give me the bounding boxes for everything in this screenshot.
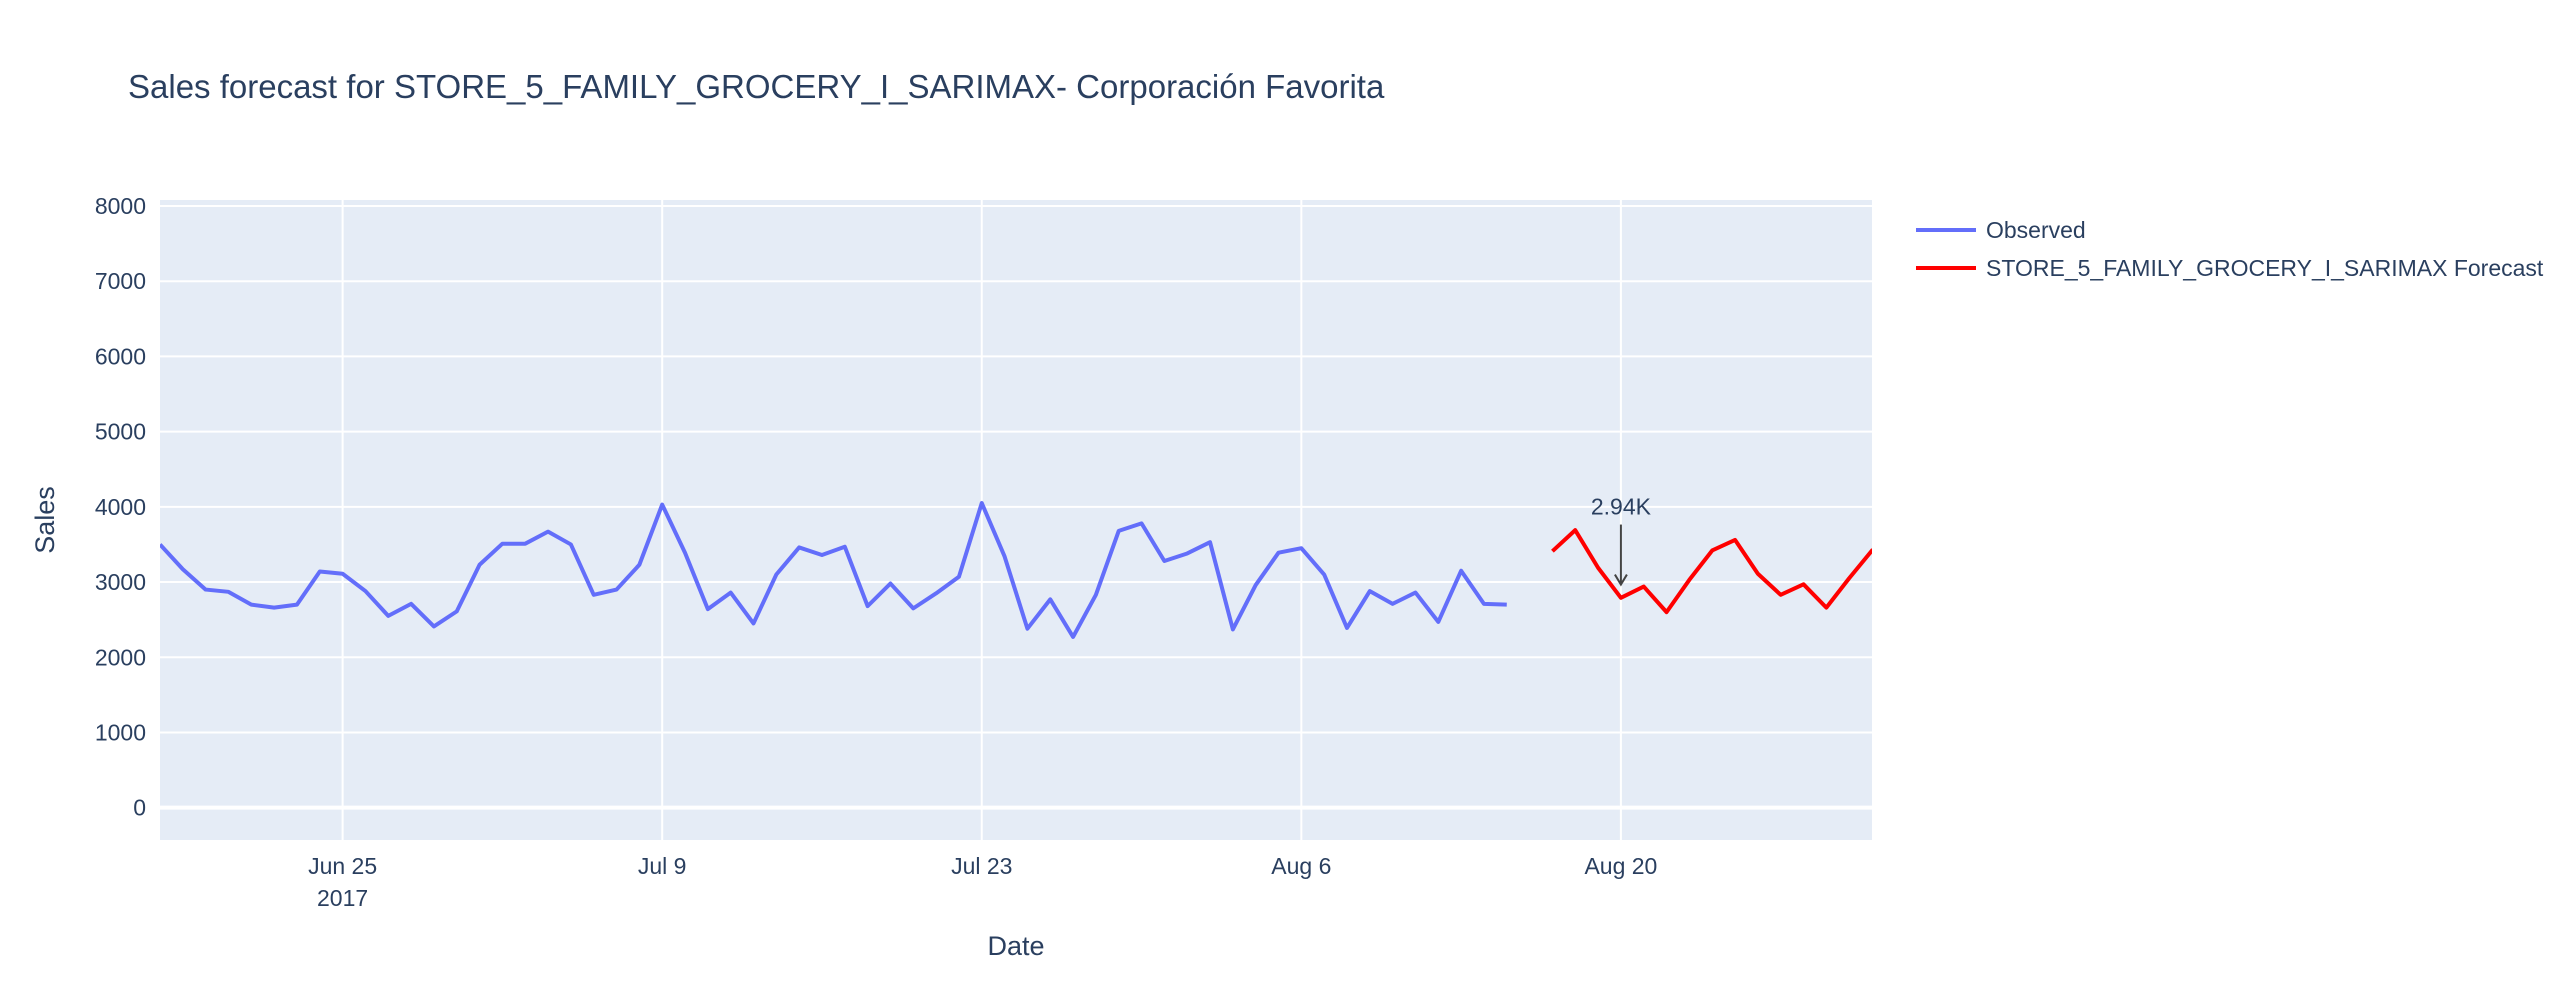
plot-area [160,200,1872,840]
x-tick-label: Aug 20 [1584,853,1657,879]
y-tick-label: 7000 [95,268,146,294]
y-axis: 0 1000 2000 3000 4000 5000 6000 7000 8000 [95,193,146,821]
series-lines [160,501,1872,639]
y-tick-label: 1000 [95,719,146,745]
annotation-label: 2.94K [1591,494,1652,520]
annotation-arrowhead [1614,574,1628,587]
y-tick-label: 0 [133,795,146,821]
y-axis-title: Sales [30,486,60,554]
y-tick-label: 4000 [95,494,146,520]
x-tick-sublabel: 2017 [317,885,368,911]
y-tick-label: 2000 [95,644,146,670]
forecast-series-line [1551,528,1872,615]
x-axis-title: Date [987,931,1044,961]
observed-series-line [160,501,1507,639]
legend: Observed STORE_5_FAMILY_GROCERY_I_SARIMAX… [1916,217,2544,281]
x-tick-label: Jul 9 [638,853,687,879]
chart-title: Sales forecast for STORE_5_FAMILY_GROCER… [128,68,1385,105]
y-tick-label: 6000 [95,343,146,369]
annotations: 2.94K [1591,494,1652,587]
legend-entry-label: STORE_5_FAMILY_GROCERY_I_SARIMAX Forecas… [1986,255,2544,281]
x-tick-label: Jul 23 [951,853,1012,879]
x-axis: Jun 25 2017 Jul 9 Jul 23 Aug 6 Aug 20 [308,853,1657,911]
x-tick-label: Jun 25 [308,853,377,879]
y-tick-label: 5000 [95,419,146,445]
y-tick-label: 8000 [95,193,146,219]
gridlines [160,200,1872,840]
x-tick-label: Aug 6 [1271,853,1331,879]
legend-entry-label: Observed [1986,217,2086,243]
y-tick-label: 3000 [95,569,146,595]
